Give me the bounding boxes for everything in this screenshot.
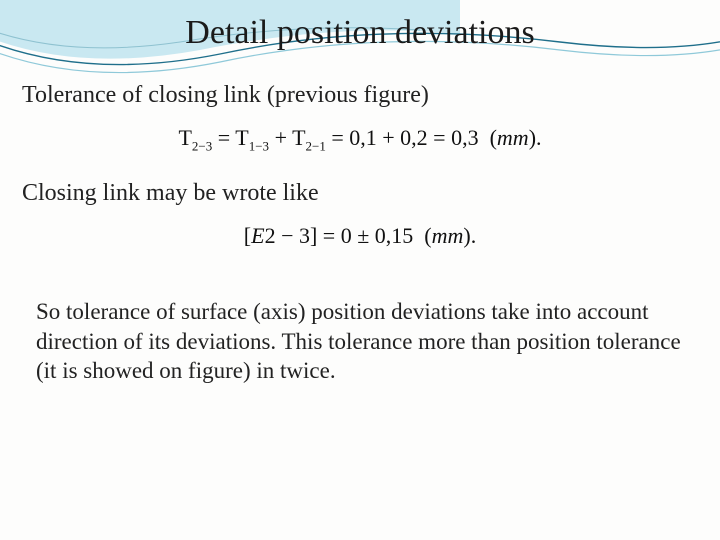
conclusion-paragraph: So tolerance of surface (axis) position …	[22, 297, 698, 385]
formula-tolerance-sum: T2−3 = T1−3 + T2−1 = 0,1 + 0,2 = 0,3 (mm…	[22, 125, 698, 154]
slide: Detail position deviations Tolerance of …	[0, 0, 720, 540]
formula-closing-link: [E2 − 3] = 0 ± 0,15 (mm).	[22, 223, 698, 249]
slide-title: Detail position deviations	[0, 14, 720, 52]
intro-paragraph-2: Closing link may be wrote like	[22, 180, 698, 207]
intro-paragraph-1: Tolerance of closing link (previous figu…	[22, 82, 698, 109]
slide-body: Tolerance of closing link (previous figu…	[22, 82, 698, 386]
